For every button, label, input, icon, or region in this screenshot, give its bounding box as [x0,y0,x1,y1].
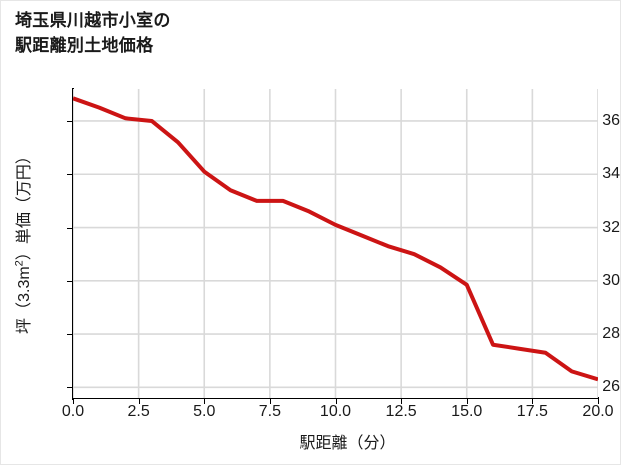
x-tick-mark [335,399,337,404]
y-tick-label: 36 [602,111,620,129]
y-tick-mark [67,280,72,282]
x-tick-mark [466,399,468,404]
y-tick-mark [67,334,72,336]
x-tick-mark [138,399,140,404]
x-axis-spine [72,397,599,399]
x-tick-label: 0.0 [61,403,85,420]
data-line [73,96,598,382]
x-tick-mark [401,399,403,404]
x-tick-label: 15.0 [451,403,483,420]
y-tick-label: 32 [602,218,620,236]
y-axis-label: 坪（3.3m2）単価（万円） [13,148,33,334]
x-tick-label: 2.5 [127,403,150,420]
y-tick-label: 34 [602,165,620,183]
x-tick-label: 7.5 [258,403,281,420]
plot-area [73,89,598,398]
y-tick-label: 26 [602,378,620,396]
x-tick-mark [204,399,206,404]
gridlines [73,89,598,398]
y-tick-label: 30 [602,271,620,289]
x-tick-label: 10.0 [319,403,352,420]
x-tick-mark [598,399,599,404]
x-tick-label: 5.0 [193,403,216,420]
y-tick-label: 28 [602,325,620,343]
chart-title: 埼玉県川越市小室の 駅距離別土地価格 [15,11,171,55]
x-axis-label: 駅距離（分） [299,435,396,452]
x-tick-label: 20.0 [582,403,614,420]
y-tick-mark [67,174,72,176]
x-tick-label: 17.5 [516,403,548,420]
x-tick-mark [532,399,534,404]
y-tick-mark [67,227,72,229]
y-tick-mark [67,387,72,389]
x-tick-mark [269,399,271,404]
line-chart-svg [73,89,598,398]
x-tick-label: 12.5 [385,403,417,420]
y-tick-mark [67,120,72,122]
series-lines [73,96,598,382]
x-tick-mark [73,399,74,404]
